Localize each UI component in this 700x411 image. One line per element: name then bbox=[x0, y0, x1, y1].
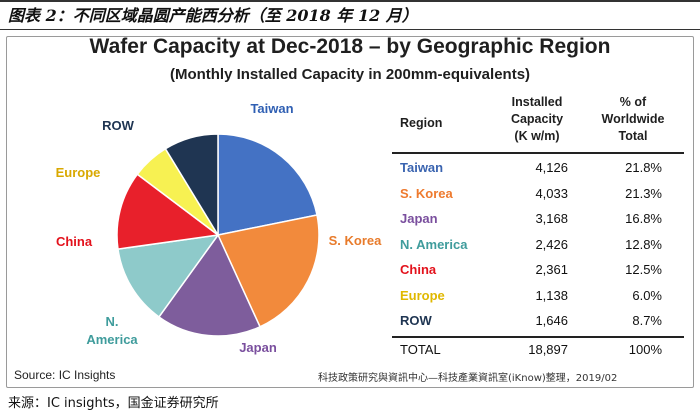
pie-label-s-korea: S. Korea bbox=[329, 233, 383, 248]
pie-label-europe: Europe bbox=[56, 165, 101, 180]
pie-label-n-america: N. America bbox=[86, 314, 138, 347]
pie-slice-china bbox=[116, 173, 220, 250]
chart-title: Wafer Capacity at Dec-2018 – by Geograph… bbox=[89, 35, 611, 58]
pie-slice-s-korea bbox=[216, 214, 320, 328]
pie-label-taiwan: Taiwan bbox=[250, 101, 293, 116]
chart-panel bbox=[6, 36, 694, 388]
figure-caption: 图表 2：不同区域晶圆产能西分析（至 2018 年 12 月） bbox=[0, 0, 700, 30]
pie-slice-taiwan bbox=[217, 133, 318, 236]
pie-slice-japan bbox=[157, 233, 261, 337]
pie-slice-n-america bbox=[117, 234, 220, 318]
footer-source: 来源：IC insights，国金证券研究所 bbox=[8, 396, 219, 411]
pie-label-china: China bbox=[56, 234, 93, 249]
credit-note: 科技政策研究與資訊中心—科技產業資訊室(iKnow)整理，2019/02 bbox=[318, 373, 618, 384]
source-note: Source: IC Insights bbox=[14, 368, 116, 382]
pie-label-row: ROW bbox=[102, 118, 135, 133]
pie-slice-row bbox=[164, 133, 219, 238]
pie-label-japan: Japan bbox=[239, 340, 277, 355]
chart-subtitle: (Monthly Installed Capacity in 200mm-equ… bbox=[169, 66, 531, 83]
